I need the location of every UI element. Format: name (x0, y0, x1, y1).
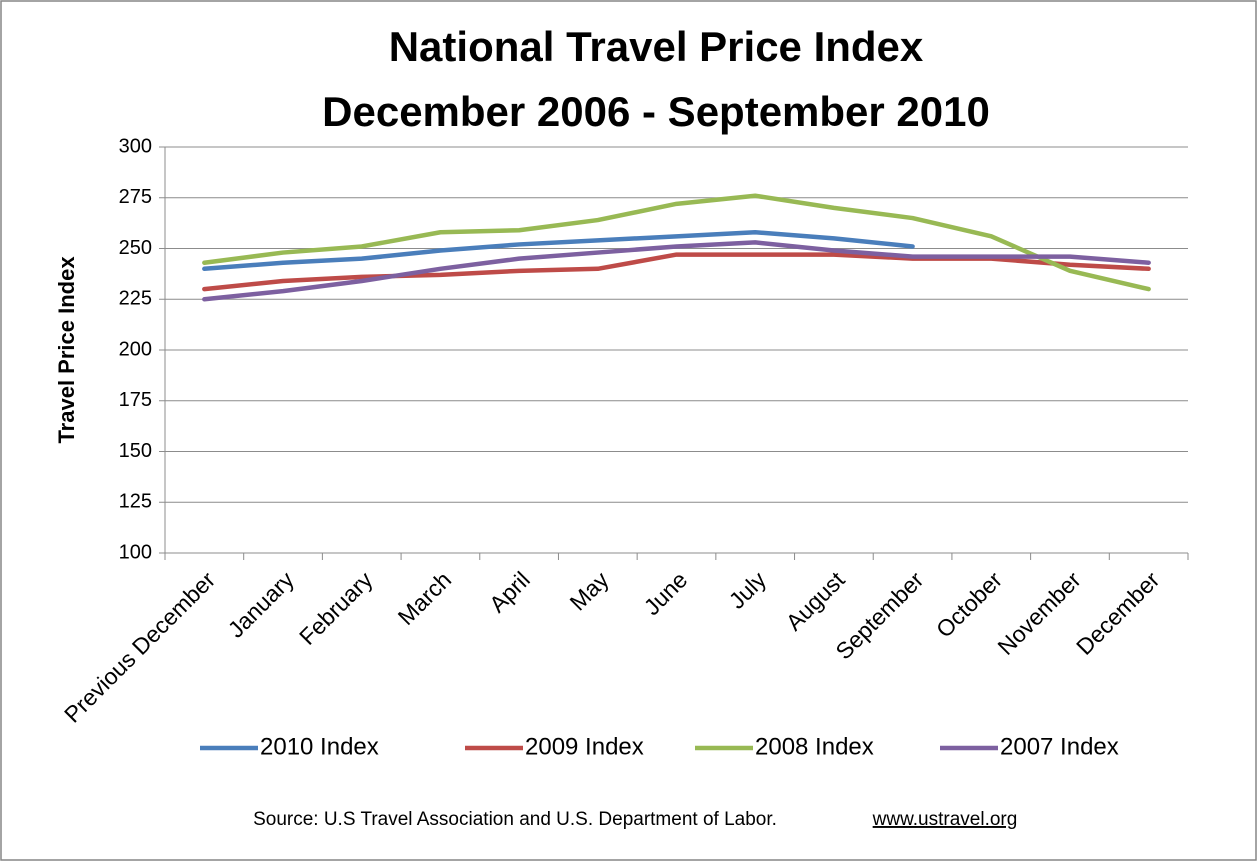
series-line (202, 193, 1151, 292)
source-text: Source: U.S Travel Association and U.S. … (253, 809, 777, 830)
chart-title: December 2006 - September 2010 (322, 88, 990, 135)
series-line (202, 240, 1151, 302)
legend-label: 2009 Index (525, 733, 644, 760)
y-tick-label: 275 (119, 186, 152, 208)
y-tick-label: 100 (119, 541, 152, 563)
y-tick-label: 225 (119, 288, 152, 310)
y-tick-label: 250 (119, 237, 152, 259)
y-tick-label: 175 (119, 389, 152, 411)
y-tick-label: 150 (119, 440, 152, 462)
source-link[interactable]: www.ustravel.org (872, 809, 1018, 830)
series-line (202, 230, 915, 272)
legend-label: 2008 Index (755, 733, 874, 760)
y-tick-label: 125 (119, 491, 152, 513)
y-tick-label: 200 (119, 338, 152, 360)
legend-label: 2010 Index (260, 733, 379, 760)
chart-title: National Travel Price Index (389, 23, 924, 70)
y-tick-label: 300 (119, 135, 152, 157)
legend-label: 2007 Index (1000, 733, 1119, 760)
y-axis-label: Travel Price Index (54, 256, 79, 444)
